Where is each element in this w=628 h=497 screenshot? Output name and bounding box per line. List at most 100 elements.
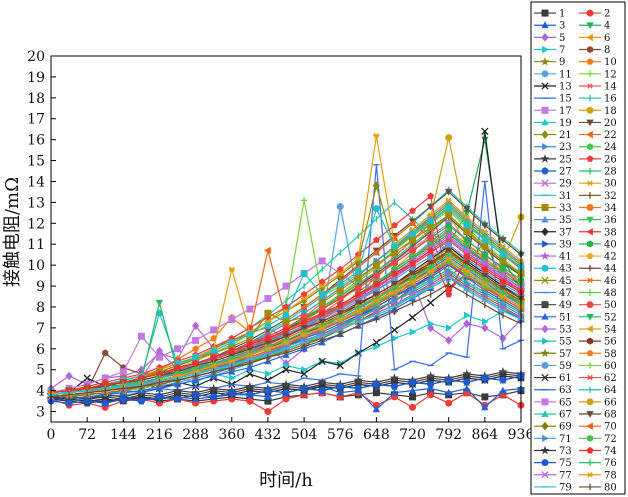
legend-label: 66	[604, 397, 617, 408]
y-tick-label: 18	[27, 91, 45, 107]
legend-marker	[586, 398, 594, 406]
data-point-78-540	[318, 325, 326, 331]
legend-item-29: 29	[534, 179, 572, 190]
data-point-33-828	[463, 228, 471, 236]
data-point-30-756	[427, 212, 434, 218]
data-point-50-684	[390, 259, 398, 267]
data-point-17-144	[119, 368, 127, 376]
legend-marker	[586, 58, 594, 65]
legend-item-35: 35	[534, 215, 572, 226]
legend-item-7: 7	[534, 45, 565, 56]
legend-item-75: 75	[534, 458, 572, 469]
data-point-74-612	[354, 290, 362, 298]
data-point-74-504	[300, 318, 308, 325]
data-point-78-396	[246, 352, 254, 358]
data-point-78-432	[264, 346, 272, 352]
data-point-7-648	[373, 342, 381, 351]
series-line-18	[50, 137, 522, 398]
data-point-71-828	[463, 280, 471, 288]
legend-item-70: 70	[579, 422, 617, 433]
data-point-75-504	[300, 385, 308, 393]
data-point-30-576	[337, 270, 344, 277]
data-point-33-864	[481, 242, 489, 250]
legend-label: 34	[604, 203, 617, 214]
legend-item-61: 61	[534, 373, 572, 384]
data-point-75-792	[445, 376, 453, 384]
data-point-30-648	[373, 132, 380, 139]
legend-label: 20	[604, 118, 617, 129]
x-tick-label: 504	[291, 427, 318, 443]
y-tick-label: 19	[27, 70, 45, 86]
data-point-26-648	[372, 236, 380, 243]
legend-marker	[586, 374, 594, 381]
data-point-68-648	[372, 291, 381, 299]
legend-marker	[541, 227, 549, 237]
data-point-2-756	[427, 391, 435, 399]
data-point-20-792	[444, 189, 453, 196]
data-point-26-468	[282, 303, 290, 310]
legend-item-60: 60	[579, 361, 617, 372]
legend-label: 37	[559, 227, 572, 238]
data-point-43-432	[264, 322, 272, 330]
y-tick-label: 14	[27, 174, 45, 190]
legend-label: 61	[559, 373, 572, 384]
legend-item-58: 58	[579, 349, 617, 360]
legend-item-17: 17	[534, 106, 572, 117]
legend-item-71: 71	[534, 434, 572, 445]
legend-label: 51	[559, 312, 572, 323]
legend-item-44: 44	[579, 264, 617, 275]
data-point-68-792	[444, 247, 453, 255]
legend-item-43: 43	[534, 264, 572, 275]
data-point-7-684	[391, 334, 399, 343]
series-74	[47, 246, 525, 396]
legend-marker	[586, 459, 594, 466]
legend-item-16: 16	[579, 94, 617, 105]
data-point-12-504	[300, 197, 308, 204]
y-tick-label: 17	[27, 112, 45, 128]
legend-label: 22	[604, 130, 617, 141]
data-point-75-756	[427, 380, 435, 388]
legend-label: 53	[559, 324, 572, 335]
legend-item-37: 37	[534, 227, 572, 238]
data-point-13-684	[390, 326, 399, 334]
data-point-78-648	[373, 297, 380, 304]
data-point-74-432	[264, 334, 272, 342]
legend-marker	[586, 362, 594, 369]
data-point-17-324	[210, 326, 218, 334]
legend-marker	[540, 56, 550, 66]
data-point-3-720	[408, 386, 417, 394]
legend-label: 80	[604, 482, 617, 493]
legend-label: 5	[559, 33, 565, 44]
data-point-68-576	[336, 310, 344, 318]
x-tick-label: 144	[110, 427, 137, 443]
data-point-74-324	[210, 353, 218, 361]
legend-item-79: 79	[534, 482, 572, 493]
data-point-43-576	[336, 280, 344, 288]
data-point-75-324	[210, 393, 218, 401]
legend-item-80: 80	[579, 482, 617, 493]
data-point-17-396	[246, 305, 254, 313]
data-point-3-828	[463, 384, 471, 392]
data-point-75-432	[264, 387, 272, 395]
legend-item-15: 15	[534, 94, 572, 105]
data-point-13-72	[83, 374, 91, 382]
data-point-33-756	[427, 223, 435, 231]
data-point-78-576	[337, 316, 344, 323]
data-point-71-792	[445, 267, 453, 276]
legend-item-46: 46	[579, 276, 617, 287]
x-tick-label: 288	[182, 427, 209, 443]
data-point-68-684	[390, 281, 399, 288]
data-point-68-756	[426, 260, 435, 267]
legend-label: 59	[559, 361, 572, 372]
legend-marker	[586, 83, 594, 89]
data-point-75-468	[282, 389, 290, 397]
data-point-7-864	[481, 317, 489, 326]
legend-item-27: 27	[534, 167, 572, 178]
y-tick-label: 6	[36, 342, 45, 358]
legend-label: 63	[559, 385, 572, 396]
data-point-52-216	[155, 299, 164, 307]
data-point-3-900	[499, 386, 507, 394]
legend-marker	[586, 106, 594, 114]
legend-label: 18	[604, 106, 617, 117]
legend-marker	[586, 252, 594, 259]
